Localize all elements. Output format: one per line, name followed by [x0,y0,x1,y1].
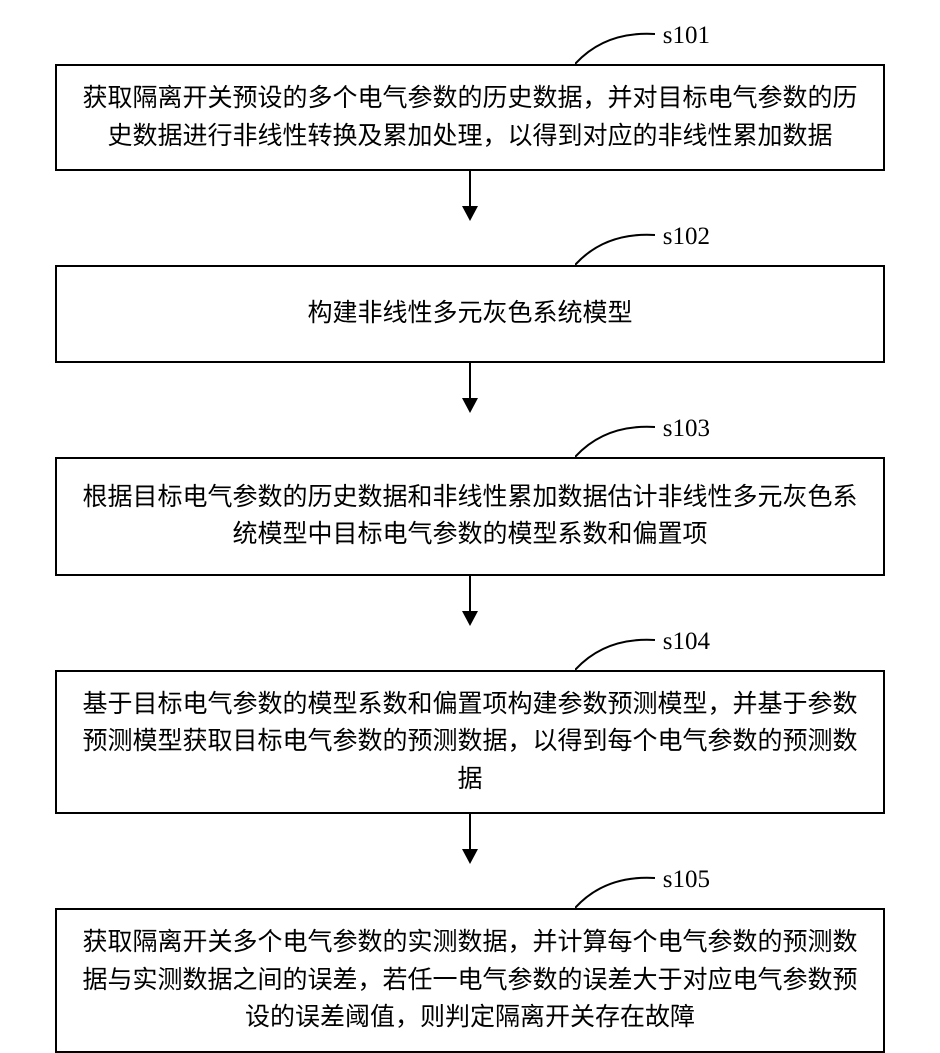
label-curve-icon [575,870,655,908]
arrow-head-icon [462,611,478,626]
step-box-3: 根据目标电气参数的历史数据和非线性累加数据估计非线性多元灰色系统模型中目标电气参… [55,457,885,576]
step-text: 获取隔离开关预设的多个电气参数的历史数据，并对目标电气参数的历史数据进行非线性转… [82,85,857,150]
step-text: 获取隔离开关多个电气参数的实测数据，并计算每个电气参数的预测数据与实测数据之间的… [82,929,857,1031]
flowchart: s101 获取隔离开关预设的多个电气参数的历史数据，并对目标电气参数的历史数据进… [20,20,920,1053]
step-text: 构建非线性多元灰色系统模型 [307,300,632,327]
arrow-head-icon [462,849,478,864]
arrow [462,171,478,221]
arrow [462,576,478,626]
arrow [462,363,478,413]
arrow [462,814,478,864]
step-label: s105 [663,866,710,894]
arrow-head-icon [462,398,478,413]
step-box-4: 基于目标电气参数的模型系数和偏置项构建参数预测模型，并基于参数预测模型获取目标电… [55,670,885,815]
label-curve-icon [575,419,655,457]
arrow-head-icon [462,206,478,221]
arrow-line [469,363,471,398]
label-curve-icon [575,632,655,670]
step-wrapper-3: s103 根据目标电气参数的历史数据和非线性累加数据估计非线性多元灰色系统模型中… [55,457,885,576]
step-label: s102 [663,223,710,251]
label-curve-icon [575,26,655,64]
step-box-5: 获取隔离开关多个电气参数的实测数据，并计算每个电气参数的预测数据与实测数据之间的… [55,908,885,1053]
step-box-1: 获取隔离开关预设的多个电气参数的历史数据，并对目标电气参数的历史数据进行非线性转… [55,64,885,171]
step-wrapper-2: s102 构建非线性多元灰色系统模型 [55,265,885,363]
arrow-line [469,171,471,206]
arrow-line [469,814,471,849]
step-wrapper-4: s104 基于目标电气参数的模型系数和偏置项构建参数预测模型，并基于参数预测模型… [55,670,885,815]
step-wrapper-1: s101 获取隔离开关预设的多个电气参数的历史数据，并对目标电气参数的历史数据进… [55,64,885,171]
step-label: s103 [663,415,710,443]
step-text: 基于目标电气参数的模型系数和偏置项构建参数预测模型，并基于参数预测模型获取目标电… [82,691,857,793]
step-label: s101 [663,22,710,50]
step-label: s104 [663,628,710,656]
step-wrapper-5: s105 获取隔离开关多个电气参数的实测数据，并计算每个电气参数的预测数据与实测… [55,908,885,1053]
step-text: 根据目标电气参数的历史数据和非线性累加数据估计非线性多元灰色系统模型中目标电气参… [82,484,857,549]
label-curve-icon [575,227,655,265]
arrow-line [469,576,471,611]
step-box-2: 构建非线性多元灰色系统模型 [55,265,885,363]
